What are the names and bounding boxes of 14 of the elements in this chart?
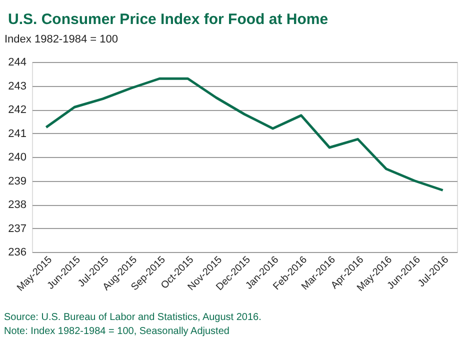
y-axis-title: Index 1982-1984 = 100 <box>4 34 118 46</box>
y-tick-label: 240 <box>8 152 26 164</box>
y-tick-label: 239 <box>8 175 26 188</box>
source-note: Source: U.S. Bureau of Labor and Statistics, August 2016. <box>4 312 262 323</box>
line-series <box>44 77 444 192</box>
y-tick-label: 238 <box>8 199 26 211</box>
y-tick-label: 236 <box>8 246 26 258</box>
chart-title: U.S. Consumer Price Index for Food at Home <box>8 11 328 28</box>
y-tick-label: 242 <box>8 104 26 116</box>
y-tick-label: 241 <box>8 128 26 140</box>
y-tick-label: 237 <box>8 222 26 235</box>
text: Note: Index 1982-1984 = 100, Seasonally Adjusted <box>4 326 230 337</box>
y-tick-label: 244 <box>8 56 26 68</box>
y-tick-label: 243 <box>8 80 26 92</box>
